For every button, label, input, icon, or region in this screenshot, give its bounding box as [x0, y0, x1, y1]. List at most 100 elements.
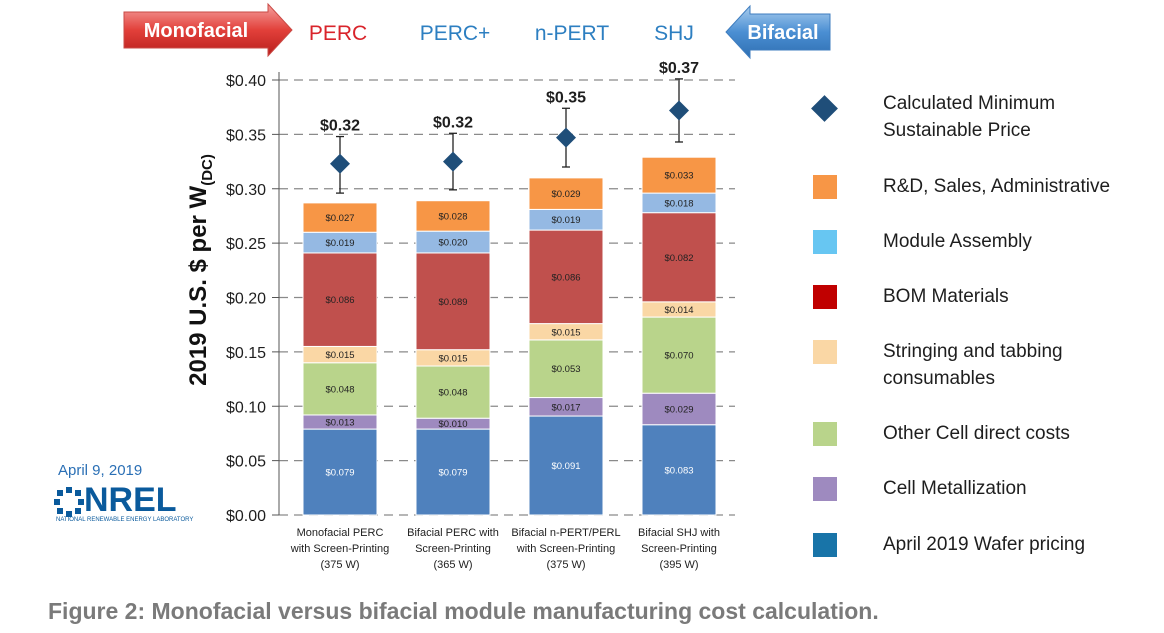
y-tick-label: $0.15 [226, 345, 266, 362]
legend-label: Calculated Minimum Sustainable Price [883, 90, 1055, 144]
msp-value-label: $0.37 [659, 60, 699, 77]
bars: $0.079 $0.013 $0.048 $0.015 $0.086 $0.019 $0.0… [302, 156, 717, 516]
legend-label: R&D, Sales, Administrative [883, 173, 1110, 200]
segment-data-label: $0.017 [551, 402, 580, 413]
technology-label: PERC+ [420, 22, 491, 45]
segment-data-label: $0.020 [438, 238, 467, 249]
legend-label-line: Module Assembly [883, 231, 1032, 252]
x-category-label: with Screen-Printing [516, 543, 615, 555]
nrel-logo: NREL NATIONAL RENEWABLE ENERGY LABORATOR… [54, 481, 204, 525]
bar-segment [528, 177, 604, 210]
x-category-label: Bifacial n-PERT/PERL [511, 527, 620, 539]
segment-data-label: $0.048 [325, 384, 354, 395]
bar-segment [641, 392, 717, 426]
segment-data-label: $0.028 [438, 211, 467, 222]
bar-segment [528, 339, 604, 399]
segment-data-label: $0.014 [664, 305, 693, 316]
legend-label-line: Calculated Minimum [883, 93, 1056, 114]
y-axis-title: 2019 U.S. $ per W(DC) [185, 154, 216, 386]
bar-segment [528, 415, 604, 516]
legend-label: Stringing and tabbing consumables [883, 338, 1063, 392]
y-axis-title-subscript: (DC) [199, 154, 216, 186]
segment-data-label: $0.048 [438, 388, 467, 399]
legend-label: Module Assembly [883, 228, 1032, 255]
bar-segment [641, 316, 717, 394]
segment-data-label: $0.070 [664, 351, 693, 362]
bar-segment [641, 212, 717, 303]
legend-swatch [813, 340, 837, 364]
x-category-label: (395 W) [659, 559, 698, 571]
x-category-label: Bifacial SHJ with [638, 527, 720, 539]
msp-diamond [330, 153, 350, 174]
bifacial-arrow-icon [725, 4, 831, 60]
x-category-labels: Monofacial PERC with Screen-Printing (375 … [290, 527, 720, 571]
bar-segment [641, 156, 717, 194]
segment-data-label: $0.033 [664, 171, 693, 182]
segment-data-label: $0.018 [664, 198, 693, 209]
technology-label: n-PERT [535, 22, 609, 45]
segment-data-label: $0.029 [551, 189, 580, 200]
segment-data-label: $0.082 [664, 253, 693, 264]
legend-swatch [813, 230, 837, 254]
segment-data-label: $0.086 [551, 272, 580, 283]
msp-diamond [669, 100, 689, 121]
y-tick-label: $0.40 [226, 73, 266, 90]
legend-label-line: consumables [883, 368, 995, 389]
segment-data-label: $0.010 [438, 419, 467, 430]
y-tick-label: $0.10 [226, 399, 266, 416]
nrel-burst-icon [54, 487, 84, 517]
legend-swatch [813, 533, 837, 557]
x-category-label: Screen-Printing [641, 543, 717, 555]
segment-data-label: $0.015 [438, 353, 467, 364]
segment-data-label: $0.027 [325, 213, 354, 224]
x-category-label: Bifacial PERC with [407, 527, 499, 539]
x-category-label: with Screen-Printing [290, 543, 389, 555]
y-tick-label: $0.30 [226, 182, 266, 199]
msp-value-label: $0.32 [320, 118, 360, 135]
segment-data-label: $0.079 [438, 468, 467, 479]
bar-segment [415, 252, 491, 351]
legend-swatch [813, 477, 837, 501]
legend-label-line: Stringing and tabbing [883, 341, 1063, 362]
legend-label: BOM Materials [883, 283, 1009, 310]
segment-data-label: $0.015 [325, 350, 354, 361]
monofacial-label: Monofacial [144, 20, 248, 42]
nrel-date: April 9, 2019 [58, 462, 143, 479]
segment-data-label: $0.079 [325, 468, 354, 479]
bar-segment [302, 202, 378, 233]
legend-swatch [813, 175, 837, 199]
legend-label-line: Sustainable Price [883, 120, 1031, 141]
legend-swatch [813, 285, 837, 309]
x-category-label: Screen-Printing [415, 543, 491, 555]
legend-label: Other Cell direct costs [883, 420, 1070, 447]
y-tick-labels: $0.00 $0.05 $0.10 $0.15 $0.20 $0.25 $0.30 $0.35… [226, 73, 266, 525]
bar-segment [302, 252, 378, 347]
x-category-label: (375 W) [546, 559, 585, 571]
y-tick-label: $0.05 [226, 454, 266, 471]
bar-segment [528, 229, 604, 325]
legend-label: April 2019 Wafer pricing [883, 531, 1085, 558]
y-axis-title-main: 2019 U.S. $ per W [185, 185, 212, 385]
technology-header: Monofacial Bifacial PERC PERC+ n-PERT SHJ [123, 2, 831, 60]
segment-data-label: $0.053 [551, 364, 580, 375]
technology-label: PERC [309, 22, 367, 45]
bar-segment [415, 200, 491, 232]
legend-label-line: Other Cell direct costs [883, 423, 1070, 444]
segment-data-label: $0.091 [551, 461, 580, 472]
msp-diamond [443, 151, 463, 172]
y-tick-label: $0.35 [226, 127, 266, 144]
x-category-label: (375 W) [320, 559, 359, 571]
legend-label: Cell Metallization [883, 475, 1027, 502]
segment-data-label: $0.019 [325, 238, 354, 249]
x-category-label: Monofacial PERC [297, 527, 384, 539]
legend-label-line: Cell Metallization [883, 478, 1027, 499]
bar-segment [415, 365, 491, 419]
bifacial-label: Bifacial [747, 22, 818, 44]
segment-data-label: $0.013 [325, 418, 354, 429]
nrel-wordmark: NREL [84, 481, 177, 519]
msp-markers: $0.32 $0.32 $0.35 $0.37 [320, 60, 699, 194]
bar-segment [415, 428, 491, 516]
figure-caption: Figure 2: Monofacial versus bifacial mod… [48, 598, 879, 624]
monofacial-arrow-icon [123, 2, 293, 58]
